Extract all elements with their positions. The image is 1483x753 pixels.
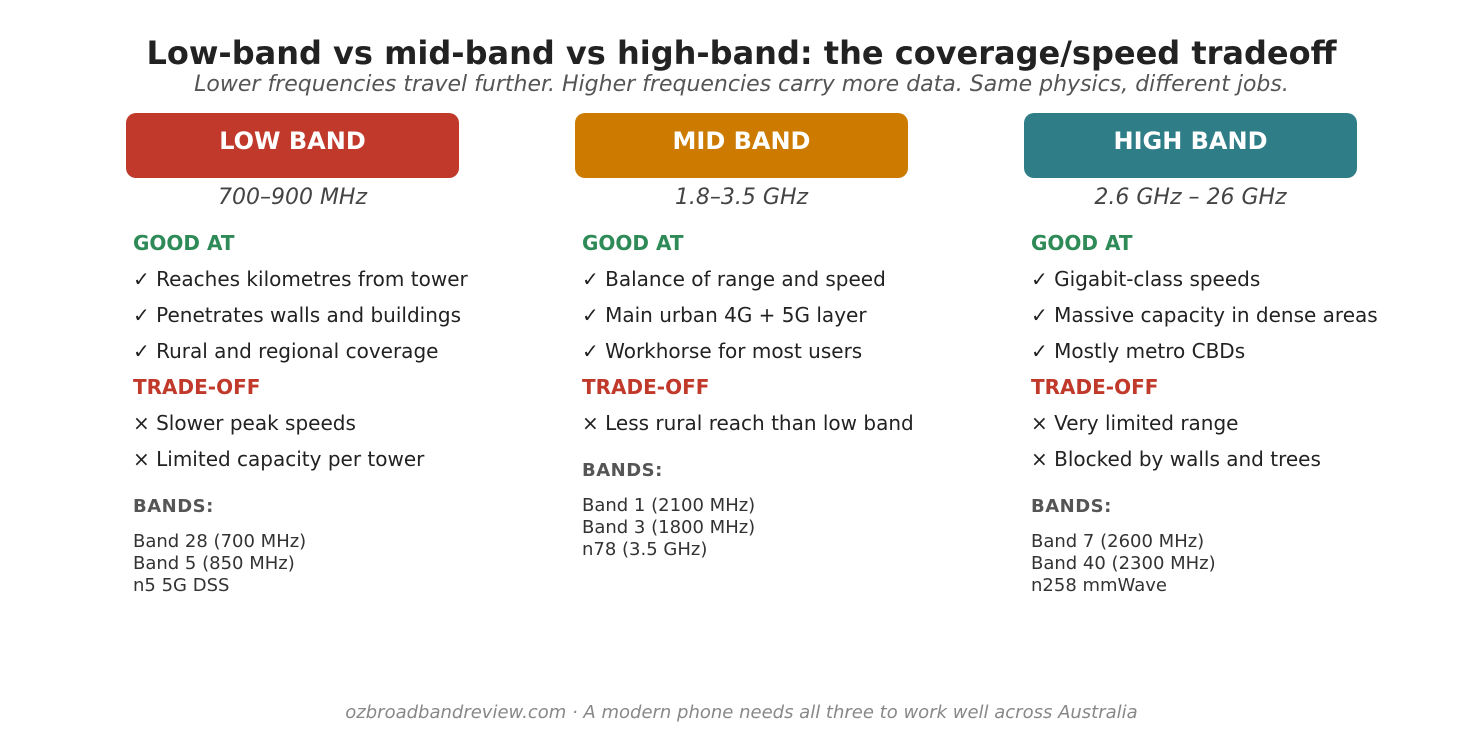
good-at-heading: GOOD AT [582, 231, 684, 255]
page-subtitle: Lower frequencies travel further. Higher… [194, 72, 1289, 97]
mid-band-frequency: 1.8–3.5 GHz [674, 185, 809, 210]
bands-list: Band 1 (2100 MHz) Band 3 (1800 MHz) n78 … [582, 495, 1015, 561]
bands-heading: BANDS: [1031, 496, 1112, 517]
trade-off-item: × Blocked by walls and trees [1031, 447, 1321, 471]
high-band-frequency: 2.6 GHz – 26 GHz [1094, 185, 1287, 210]
band-item: Band 3 (1800 MHz) [582, 517, 756, 538]
good-at-heading: GOOD AT [133, 231, 235, 255]
high-band-header: HIGH BAND [1024, 113, 1357, 178]
band-item: Band 1 (2100 MHz) [582, 495, 756, 516]
good-at-item: ✓ Penetrates walls and buildings [133, 303, 462, 327]
good-at-item: ✓ Workhorse for most users [582, 339, 863, 363]
trade-off-heading: TRADE-OFF [582, 375, 710, 399]
trade-off-item: × Limited capacity per tower [133, 447, 425, 471]
bands-heading: BANDS: [582, 460, 663, 481]
bands-list: Band 28 (700 MHz) Band 5 (850 MHz) n5 5G… [133, 531, 566, 597]
low-band-header: LOW BAND [126, 113, 459, 178]
band-item: n5 5G DSS [133, 575, 230, 596]
good-at-heading: GOOD AT [1031, 231, 1133, 255]
trade-off-item: × Slower peak speeds [133, 411, 356, 435]
good-at-item: ✓ Reaches kilometres from tower [133, 267, 468, 291]
good-at-item: ✓ Rural and regional coverage [133, 339, 439, 363]
good-at-item: ✓ Massive capacity in dense areas [1031, 303, 1378, 327]
bands-list: Band 7 (2600 MHz) Band 40 (2300 MHz) n25… [1031, 531, 1464, 597]
mid-band-header: MID BAND [575, 113, 908, 178]
good-at-item: ✓ Mostly metro CBDs [1031, 339, 1246, 363]
band-item: Band 7 (2600 MHz) [1031, 531, 1205, 552]
trade-off-heading: TRADE-OFF [133, 375, 261, 399]
mid-band-column: MID BAND 1.8–3.5 GHz GOOD AT ✓ Balance o… [575, 113, 1015, 561]
low-band-frequency: 700–900 MHz [217, 185, 368, 210]
good-at-item: ✓ Gigabit-class speeds [1031, 267, 1261, 291]
good-at-item: ✓ Main urban 4G + 5G layer [582, 303, 867, 327]
page-title: Low-band vs mid-band vs high-band: the c… [146, 34, 1337, 72]
band-item: n258 mmWave [1031, 575, 1167, 596]
band-item: n78 (3.5 GHz) [582, 539, 708, 560]
good-at-item: ✓ Balance of range and speed [582, 267, 886, 291]
low-band-column: LOW BAND 700–900 MHz GOOD AT ✓ Reaches k… [126, 113, 566, 597]
trade-off-heading: TRADE-OFF [1031, 375, 1159, 399]
bands-heading: BANDS: [133, 496, 214, 517]
trade-off-item: × Very limited range [1031, 411, 1239, 435]
band-item: Band 28 (700 MHz) [133, 531, 307, 552]
high-band-column: HIGH BAND 2.6 GHz – 26 GHz GOOD AT ✓ Gig… [1024, 113, 1464, 597]
band-item: Band 5 (850 MHz) [133, 553, 295, 574]
band-item: Band 40 (2300 MHz) [1031, 553, 1216, 574]
trade-off-item: × Less rural reach than low band [582, 411, 914, 435]
footer-note: ozbroadbandreview.com · A modern phone n… [345, 702, 1138, 723]
